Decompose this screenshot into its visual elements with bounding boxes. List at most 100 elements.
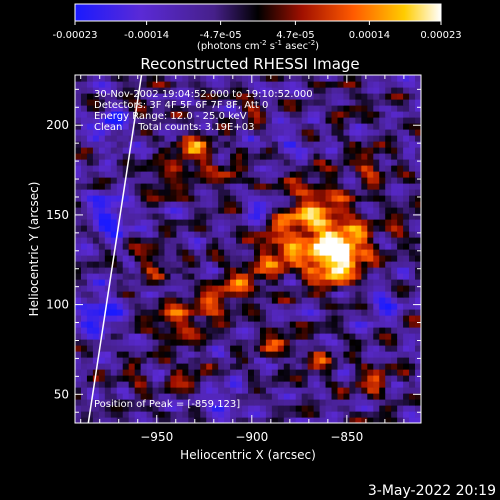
heatmap-cell: [403, 249, 410, 256]
heatmap-cell: [415, 177, 421, 184]
heatmap-cell: [236, 135, 243, 142]
heatmap-cell: [188, 267, 195, 274]
heatmap-cell: [86, 195, 94, 202]
heatmap-cell: [349, 123, 356, 130]
heatmap-cell: [200, 123, 207, 130]
heatmap-cell: [182, 105, 189, 112]
heatmap-cell: [397, 117, 404, 124]
heatmap-cell: [361, 393, 368, 400]
heatmap-cell: [319, 339, 327, 346]
heatmap-cell: [158, 369, 166, 376]
heatmap-cell: [242, 369, 249, 376]
heatmap-cell: [146, 357, 154, 364]
heatmap-cell: [379, 291, 386, 298]
heatmap-cell: [170, 177, 178, 184]
heatmap-cell: [355, 255, 362, 262]
heatmap-cell: [295, 147, 303, 154]
heatmap-cell: [194, 75, 201, 82]
heatmap-cell: [319, 147, 327, 154]
heatmap-cell: [164, 165, 172, 172]
heatmap-cell: [122, 93, 130, 100]
heatmap-cell: [170, 285, 178, 292]
heatmap-cell: [295, 243, 303, 250]
heatmap-cell: [158, 333, 166, 340]
heatmap-cell: [349, 165, 356, 172]
heatmap-cell: [104, 255, 112, 262]
heatmap-cell: [373, 345, 380, 352]
heatmap-cell: [319, 105, 327, 112]
heatmap-cell: [152, 369, 160, 376]
heatmap-cell: [140, 123, 148, 130]
heatmap-cell: [224, 159, 231, 166]
heatmap-cell: [337, 291, 345, 298]
heatmap-cell: [271, 195, 279, 202]
heatmap-cell: [152, 345, 160, 352]
heatmap-cell: [104, 387, 112, 394]
heatmap-cell: [265, 327, 273, 334]
heatmap-cell: [164, 375, 172, 382]
heatmap-cell: [230, 171, 237, 178]
heatmap-cell: [331, 99, 339, 106]
heatmap-cell: [355, 267, 362, 274]
heatmap-cell: [403, 141, 410, 148]
heatmap-cell: [391, 363, 398, 370]
heatmap-cell: [128, 81, 136, 88]
heatmap-cell: [337, 369, 345, 376]
heatmap-cell: [277, 339, 285, 346]
heatmap-cell: [259, 291, 267, 298]
heatmap-cell: [98, 351, 106, 358]
heatmap-cell: [158, 213, 166, 220]
heatmap-cell: [218, 351, 225, 358]
heatmap-cell: [230, 375, 237, 382]
heatmap-cell: [248, 309, 255, 316]
heatmap-cell: [397, 213, 404, 220]
heatmap-cell: [337, 345, 345, 352]
heatmap-cell: [325, 177, 333, 184]
heatmap-cell: [206, 387, 213, 394]
heatmap-cell: [152, 321, 160, 328]
heatmap-cell: [385, 273, 392, 280]
heatmap-cell: [98, 303, 106, 310]
heatmap-cell: [212, 189, 219, 196]
heatmap-cell: [283, 75, 291, 82]
heatmap-cell: [110, 141, 118, 148]
heatmap-cell: [158, 381, 166, 388]
heatmap-cell: [361, 267, 368, 274]
heatmap-cell: [230, 237, 237, 244]
heatmap-cell: [140, 387, 148, 394]
heatmap-cell: [367, 255, 374, 262]
heatmap-cell: [301, 273, 309, 280]
heatmap-cell: [98, 183, 106, 190]
heatmap-cell: [98, 399, 106, 406]
heatmap-cell: [307, 375, 315, 382]
heatmap-cell: [248, 345, 255, 352]
heatmap-cell: [86, 111, 94, 118]
heatmap-cell: [349, 363, 356, 370]
heatmap-cell: [212, 141, 219, 148]
heatmap-cell: [104, 165, 112, 172]
heatmap-cell: [289, 351, 297, 358]
heatmap-cell: [194, 255, 201, 262]
heatmap-cell: [134, 285, 142, 292]
heatmap-cell: [343, 207, 351, 214]
heatmap-cell: [307, 249, 315, 256]
heatmap-cell: [325, 243, 333, 250]
heatmap-cell: [75, 255, 82, 262]
heatmap-cell: [349, 111, 356, 118]
heatmap-cell: [170, 375, 178, 382]
heatmap-cell: [397, 405, 404, 412]
heatmap-cell: [152, 381, 160, 388]
heatmap-cell: [212, 303, 219, 310]
heatmap-cell: [337, 267, 345, 274]
heatmap-cell: [182, 387, 189, 394]
heatmap-cell: [110, 219, 118, 226]
heatmap-cell: [367, 231, 374, 238]
heatmap-cell: [265, 105, 273, 112]
heatmap-cell: [176, 309, 183, 316]
heatmap-cell: [230, 411, 237, 418]
heatmap-cell: [313, 87, 321, 94]
heatmap-cell: [373, 189, 380, 196]
heatmap-cell: [110, 135, 118, 142]
heatmap-cell: [415, 141, 421, 148]
heatmap-cell: [164, 309, 172, 316]
